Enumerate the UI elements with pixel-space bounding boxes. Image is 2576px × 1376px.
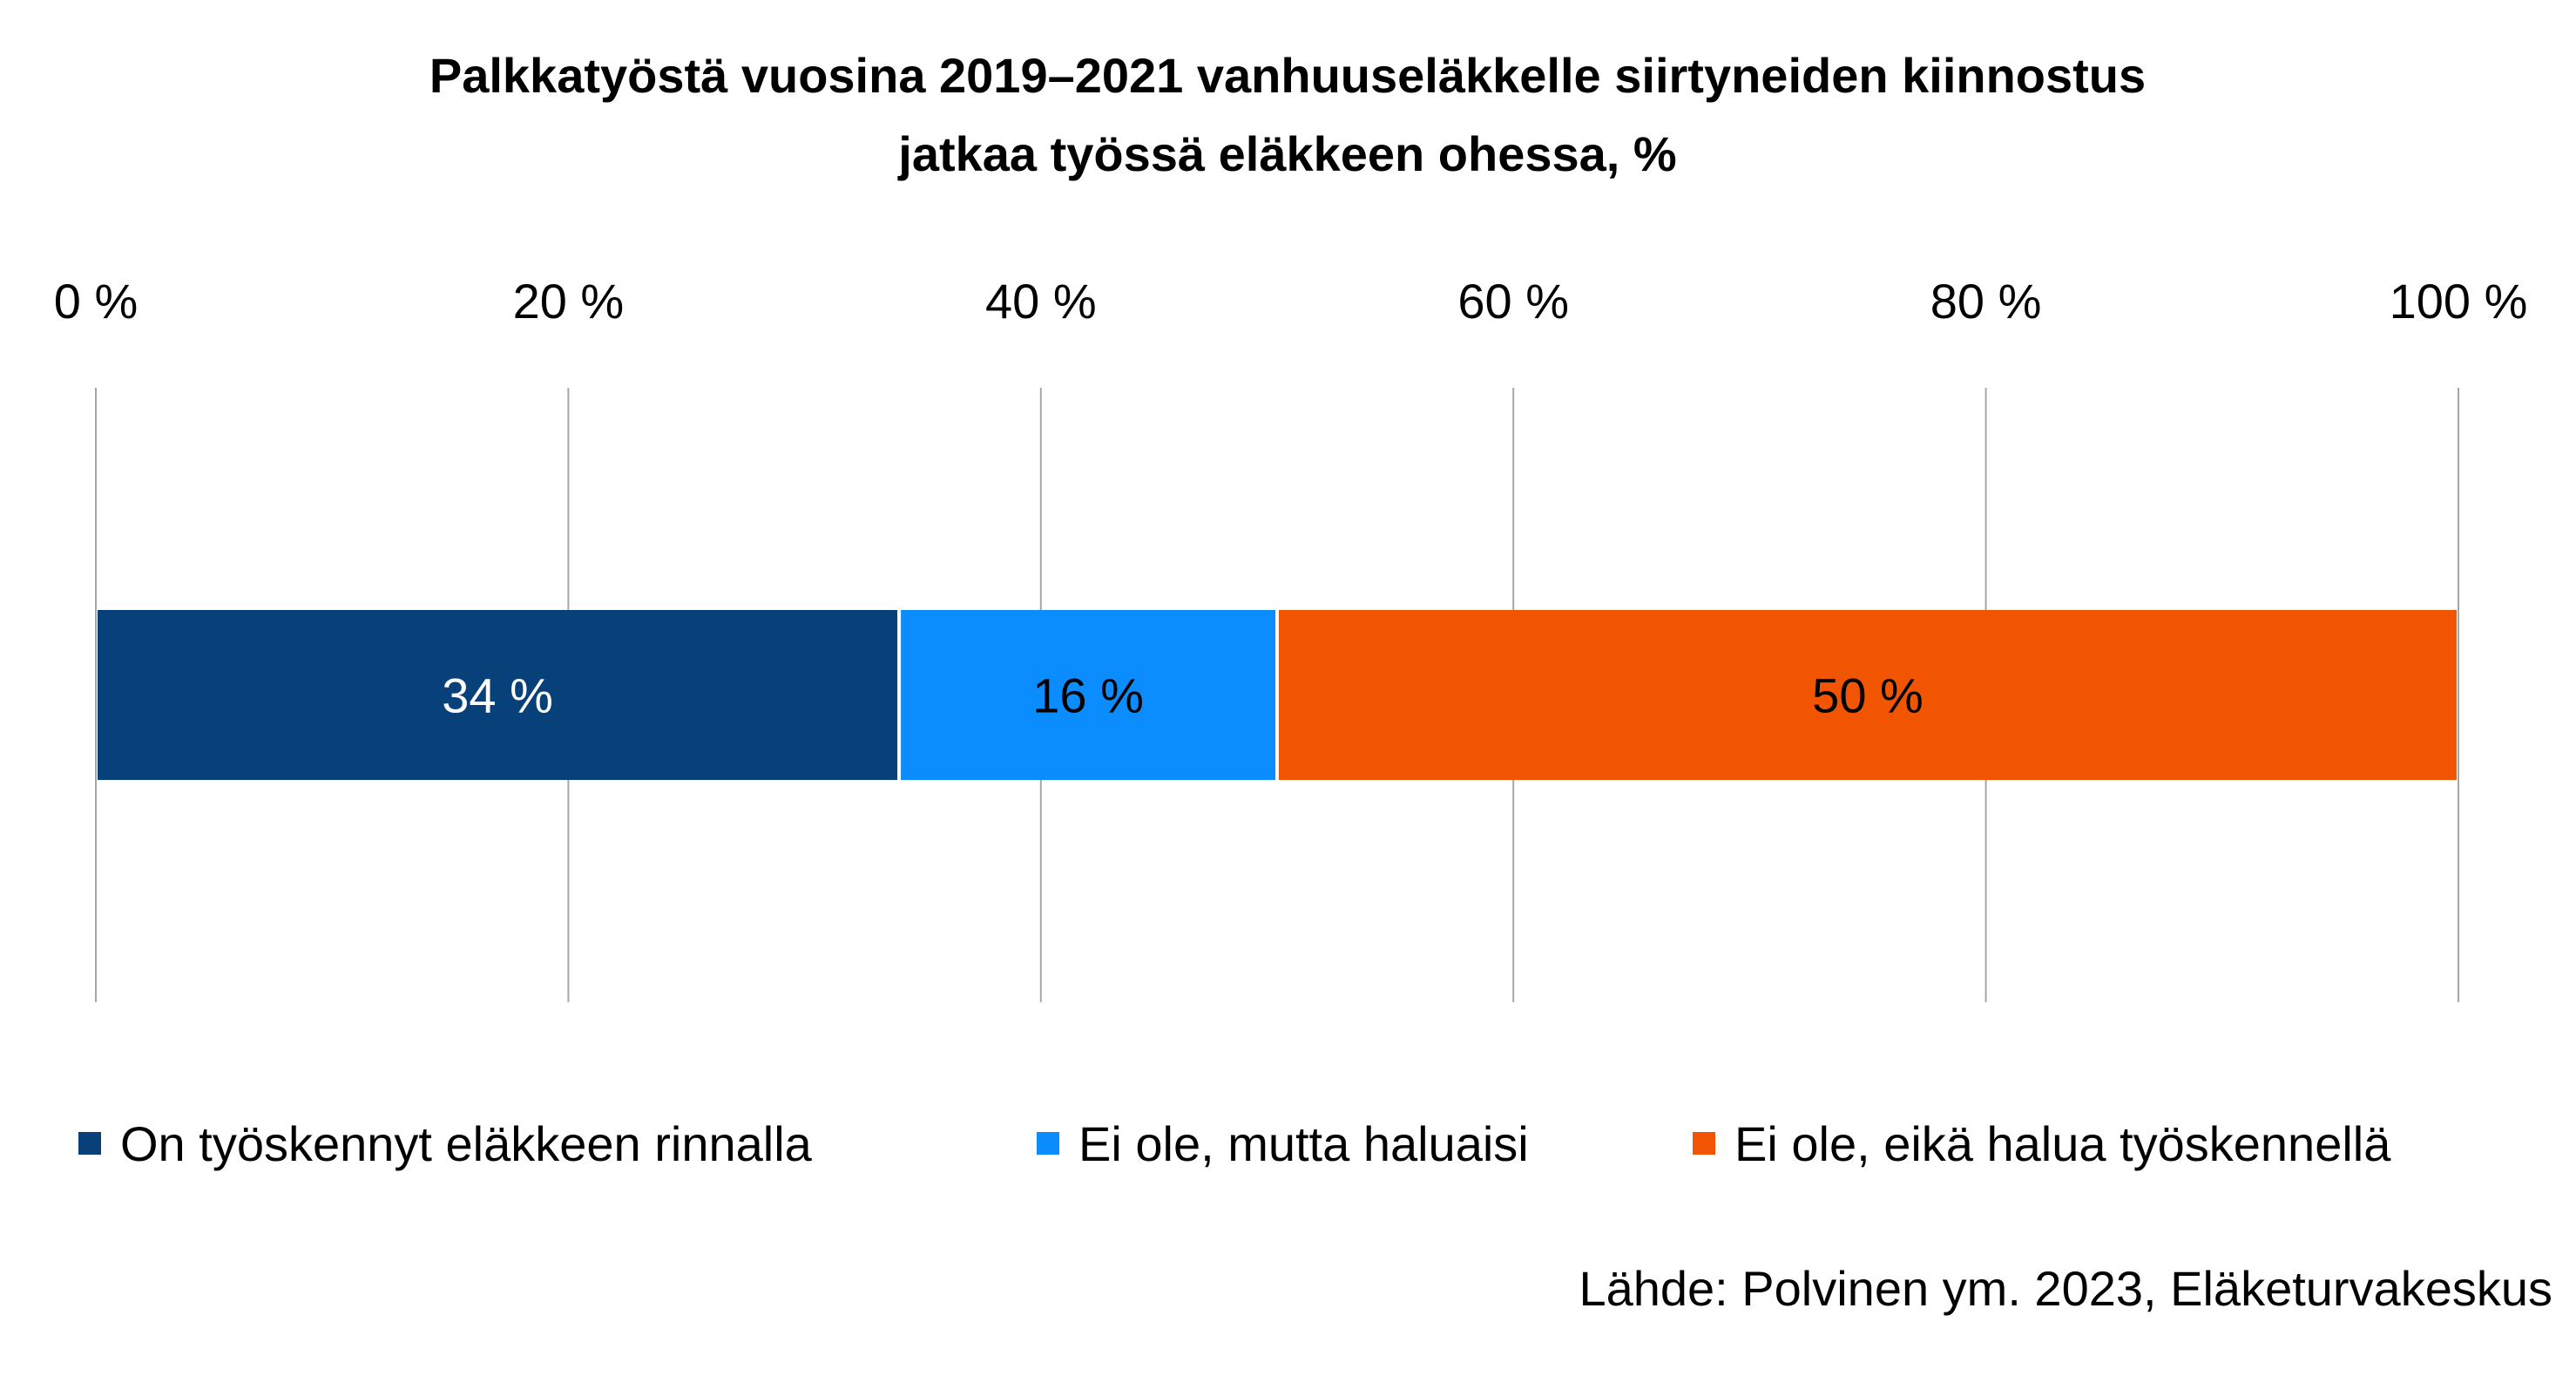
- x-axis-tick-labels: 0 % 20 % 40 % 60 % 80 % 100 %: [54, 274, 2528, 329]
- bar-data-label: 34 %: [442, 668, 553, 723]
- legend-label: Ei ole, mutta haluaisi: [1078, 1116, 1529, 1171]
- chart-title-line-1: Palkkatyöstä vuosina 2019–2021 vanhuusel…: [429, 48, 2146, 103]
- x-tick-label: 0 %: [54, 274, 139, 329]
- x-tick-label: 100 %: [2390, 274, 2528, 329]
- legend-marker: [78, 1132, 101, 1155]
- legend-marker: [1693, 1132, 1715, 1155]
- legend-label: Ei ole, eikä halua työskennellä: [1734, 1116, 2391, 1171]
- bar-segment: [901, 610, 1275, 780]
- legend-marker: [1037, 1132, 1059, 1155]
- bar-segment: [98, 610, 898, 780]
- legend: On työskennyt eläkkeen rinnalla Ei ole, m…: [78, 1116, 2391, 1171]
- x-tick-label: 80 %: [1930, 274, 2042, 329]
- source-note: Lähde: Polvinen ym. 2023, Eläketurvakesk…: [1579, 1261, 2552, 1316]
- legend-label: On työskennyt eläkkeen rinnalla: [120, 1116, 813, 1171]
- chart-title-line-2: jatkaa työssä eläkkeen ohessa, %: [897, 126, 1676, 181]
- x-tick-label: 40 %: [985, 274, 1097, 329]
- bar-segment: [1279, 610, 2457, 780]
- bar-data-label: 50 %: [1812, 668, 1924, 723]
- x-tick-label: 60 %: [1457, 274, 1569, 329]
- x-tick-label: 20 %: [513, 274, 625, 329]
- stacked-bar: 34 % 16 % 50 %: [98, 610, 2457, 780]
- bar-data-label: 16 %: [1032, 668, 1144, 723]
